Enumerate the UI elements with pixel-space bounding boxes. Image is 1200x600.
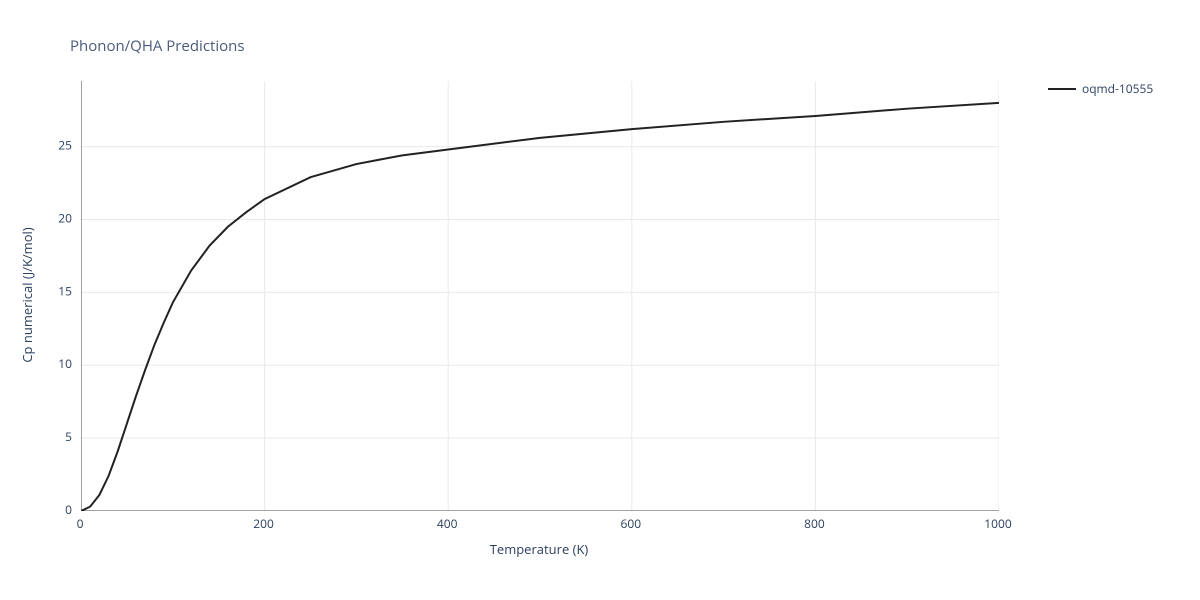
x-tick-label: 0 [77, 515, 84, 532]
y-tick-label: 5 [65, 428, 72, 445]
x-axis-label: Temperature (K) [490, 540, 589, 558]
x-tick-label: 200 [253, 515, 274, 532]
chart-title: Phonon/QHA Predictions [70, 36, 245, 56]
x-tick-label: 1000 [984, 515, 1012, 532]
y-tick-label: 10 [58, 355, 72, 372]
x-tick-label: 600 [621, 515, 642, 532]
legend-label: oqmd-10555 [1082, 80, 1153, 97]
legend-swatch [1048, 88, 1076, 90]
y-tick-label: 0 [65, 501, 72, 518]
chart-container: Phonon/QHA Predictions 02004006008001000… [0, 0, 1200, 600]
x-tick-label: 400 [437, 515, 458, 532]
y-tick-label: 15 [58, 282, 72, 299]
y-tick-label: 20 [58, 209, 72, 226]
series-line-oqmd-10555 [81, 103, 999, 511]
y-tick-label: 25 [58, 137, 72, 154]
x-tick-label: 800 [804, 515, 825, 532]
chart-plot [80, 80, 1000, 512]
y-axis-label: Cp numerical (J/K/mol) [18, 227, 36, 362]
legend: oqmd-10555 [1048, 80, 1153, 97]
